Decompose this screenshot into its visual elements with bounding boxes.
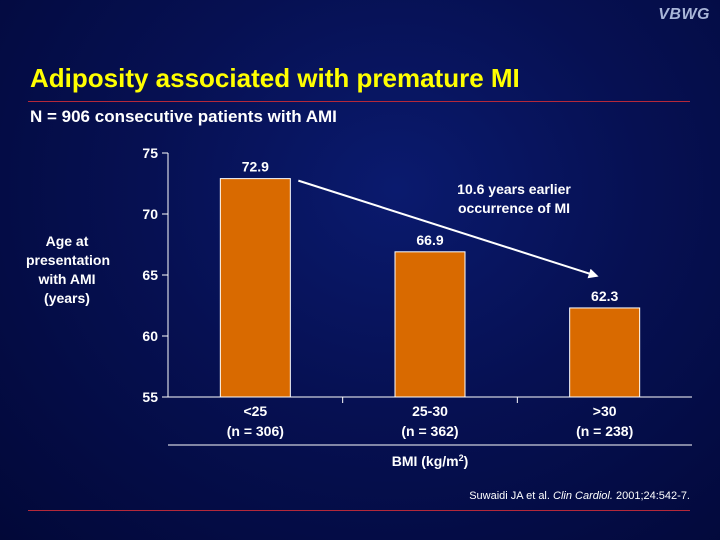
x-category-label: >30 (593, 403, 617, 419)
x-category-label: 25-30 (412, 403, 448, 419)
citation-journal: Clin Cardiol. (553, 490, 613, 502)
bar-value-label: 72.9 (242, 159, 269, 175)
footer-divider (28, 510, 690, 511)
citation: Suwaidi JA et al. Clin Cardiol. 2001;24:… (469, 490, 690, 502)
x-category-count: (n = 306) (227, 423, 284, 439)
citation-details: 2001;24:542-7. (612, 490, 690, 502)
y-tick-label: 70 (142, 206, 158, 222)
trend-annotation: occurrence of MI (458, 200, 570, 216)
y-tick-label: 55 (142, 389, 158, 405)
slide-title: Adiposity associated with premature MI (30, 63, 520, 93)
trend-arrow (298, 179, 599, 279)
citation-authors: Suwaidi JA et al. (469, 490, 553, 502)
y-axis-label: Age at presentation with AMI (years) (26, 232, 111, 308)
x-category-count: (n = 362) (401, 423, 458, 439)
y-tick-label: 75 (142, 145, 158, 161)
bar-value-label: 62.3 (591, 288, 618, 304)
slide-subtitle: N = 906 consecutive patients with AMI (30, 107, 337, 126)
brand-logo: VBWG (658, 6, 710, 23)
bar (219, 178, 291, 398)
trend-annotation: 10.6 years earlier (457, 181, 571, 197)
y-axis-label-line: (years) (44, 290, 90, 306)
bar (569, 307, 641, 398)
x-category-label: <25 (243, 403, 267, 419)
y-tick-label: 65 (142, 267, 158, 283)
x-category-count: (n = 238) (576, 423, 633, 439)
x-axis-title: BMI (kg/m2) (392, 453, 469, 469)
bar-value-label: 66.9 (416, 232, 443, 248)
bar (394, 251, 466, 398)
y-axis-label-line: presentation (26, 252, 111, 268)
y-axis-label-line: Age at (45, 233, 89, 249)
y-tick-label: 60 (142, 328, 158, 344)
y-axis-label-line: with AMI (38, 271, 96, 287)
title-divider (28, 101, 690, 102)
